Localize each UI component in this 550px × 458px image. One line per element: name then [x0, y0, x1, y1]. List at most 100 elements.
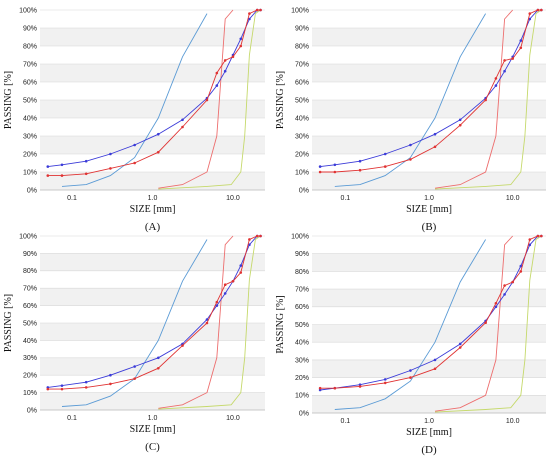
x-tick-label: 1.0 [148, 195, 158, 202]
data-point [231, 279, 235, 283]
y-tick-label: 50% [23, 97, 37, 104]
x-axis-label: SIZE [mm] [130, 424, 176, 435]
data-point [358, 168, 362, 172]
x-axis-label: SIZE [mm] [406, 204, 452, 215]
data-point [248, 12, 251, 15]
x-tick-label: 10.0 [226, 415, 240, 422]
data-point [156, 356, 160, 360]
series-line-3 [158, 9, 261, 190]
y-tick-label: 20% [23, 151, 37, 158]
data-point [248, 238, 251, 241]
grid-band [40, 10, 265, 28]
x-tick-label: 10.0 [506, 418, 520, 425]
y-axis-label: PASSING [%] [275, 71, 286, 129]
data-point [383, 165, 387, 168]
data-point [205, 321, 209, 325]
data-point [156, 150, 160, 154]
grid-band [312, 82, 546, 100]
grid-band [40, 172, 265, 190]
data-point [223, 59, 227, 62]
data-point [383, 378, 387, 381]
data-point [383, 381, 387, 385]
series-line-2 [158, 235, 234, 409]
series-line-2 [158, 9, 234, 189]
y-tick-label: 60% [295, 79, 309, 86]
data-point [503, 293, 506, 296]
y-tick-label: 40% [23, 338, 37, 345]
y-tick-label: 50% [23, 320, 37, 327]
data-point [259, 8, 262, 12]
data-point [540, 8, 543, 12]
y-tick-label: 70% [295, 287, 309, 294]
data-point [84, 172, 88, 176]
y-tick-label: 90% [23, 251, 37, 258]
data-point [528, 12, 532, 15]
y-tick-label: 20% [295, 151, 309, 158]
grid-band [40, 136, 265, 154]
grid-band [40, 270, 265, 289]
grid-band [40, 28, 265, 46]
y-tick-label: 80% [295, 269, 309, 276]
y-tick-label: 30% [295, 133, 309, 140]
data-point [133, 377, 136, 380]
data-point [156, 132, 160, 136]
y-tick-label: 0% [27, 407, 37, 414]
x-tick-label: 1.0 [148, 415, 158, 422]
grid-band [40, 100, 265, 118]
data-point [255, 8, 259, 12]
data-point [409, 369, 412, 372]
data-point [259, 234, 262, 238]
x-tick-label: 0.1 [340, 195, 350, 202]
data-point [484, 321, 487, 325]
grid-band [312, 10, 546, 28]
y-tick-label: 100% [291, 233, 309, 240]
data-point [255, 234, 259, 238]
y-tick-label: 60% [23, 79, 37, 86]
y-tick-label: 90% [295, 251, 309, 258]
y-tick-label: 60% [295, 304, 309, 311]
data-point [215, 304, 219, 307]
panel-label: (A) [145, 221, 161, 233]
series-line-3 [434, 235, 542, 413]
y-tick-label: 100% [291, 7, 309, 14]
x-axis-label: SIZE [mm] [130, 204, 176, 215]
data-point [215, 300, 219, 304]
data-point [109, 152, 112, 156]
series-line-3 [158, 235, 261, 410]
series-line-2 [434, 235, 514, 412]
data-point [333, 170, 337, 174]
grid-band [312, 359, 546, 378]
grid-band [40, 64, 265, 82]
y-tick-label: 70% [295, 61, 309, 68]
y-tick-label: 10% [295, 393, 309, 400]
data-point [84, 159, 88, 163]
data-point [458, 346, 462, 349]
grid-band [312, 253, 546, 272]
data-point [318, 165, 322, 168]
data-point [358, 385, 362, 388]
data-point [46, 174, 50, 177]
grid-band [40, 236, 265, 254]
grid-band [312, 28, 546, 46]
data-point [536, 8, 540, 12]
data-point [84, 386, 88, 389]
y-tick-label: 40% [23, 115, 37, 122]
y-tick-label: 100% [19, 233, 37, 240]
grid-band [312, 377, 546, 396]
x-tick-label: 10.0 [226, 195, 240, 202]
data-point [519, 46, 523, 50]
data-point [511, 57, 514, 60]
series-line-2 [434, 9, 514, 189]
data-point [528, 243, 532, 247]
data-point [503, 69, 506, 73]
data-point [383, 152, 387, 156]
data-point [84, 380, 88, 384]
data-point [205, 318, 209, 321]
data-point [239, 264, 243, 267]
grid-band [40, 82, 265, 100]
data-point [519, 270, 523, 273]
data-point [109, 167, 112, 170]
data-point [181, 125, 184, 129]
data-point [60, 163, 64, 167]
